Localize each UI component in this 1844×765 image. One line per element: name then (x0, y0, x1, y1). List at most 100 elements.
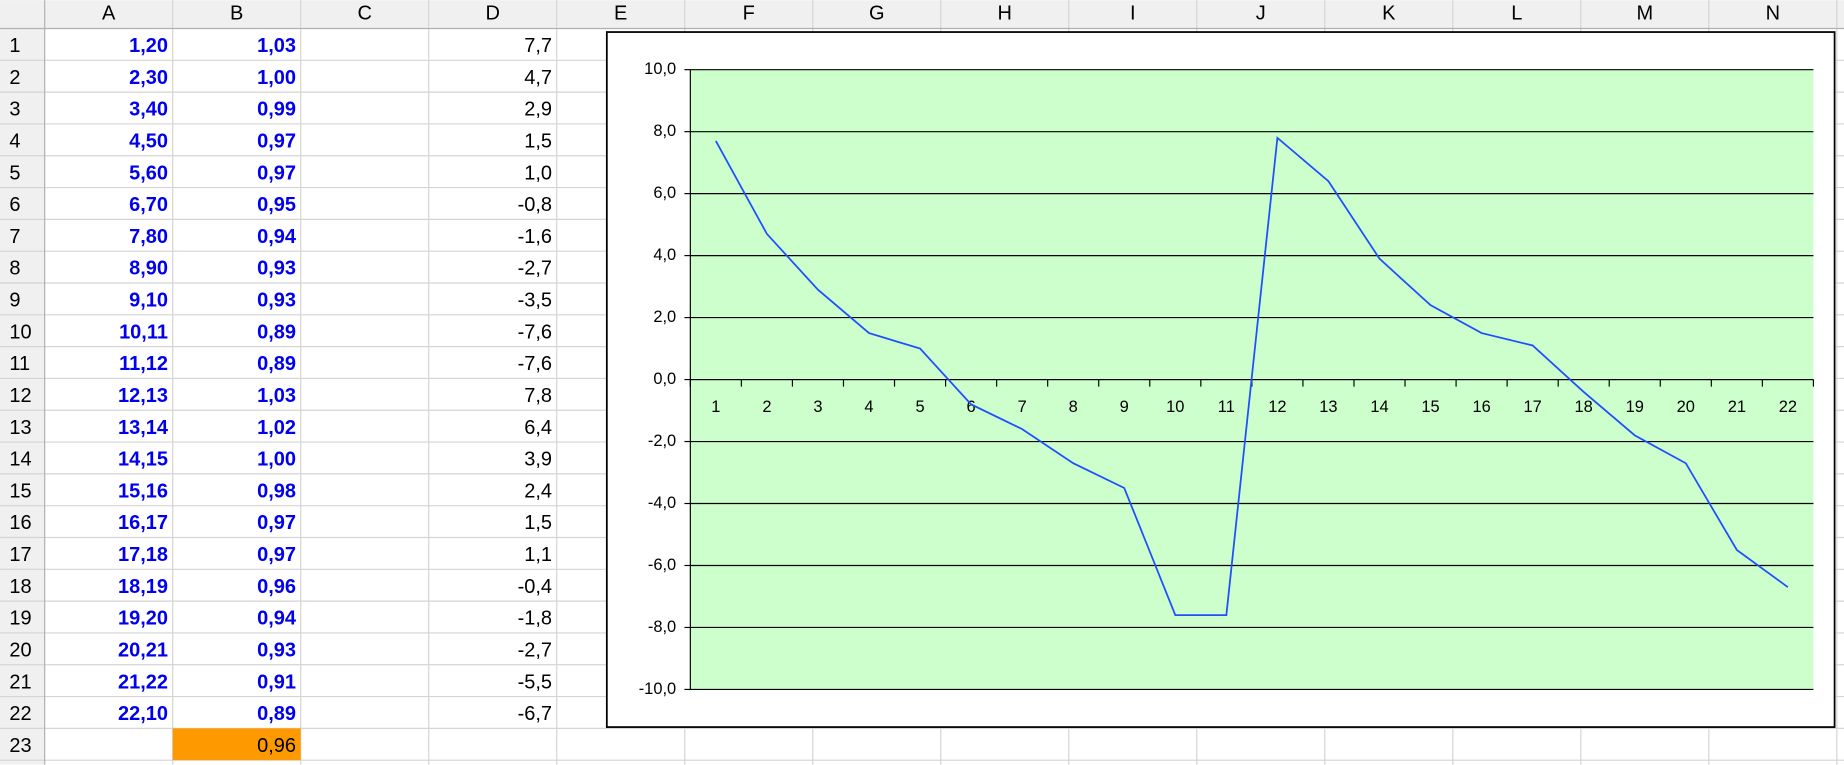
cell[interactable]: 4,50 (129, 130, 168, 152)
x-tick-label: 20 (1677, 398, 1695, 416)
cell[interactable]: 18,19 (118, 576, 168, 598)
cell[interactable]: 1,5 (524, 130, 552, 152)
cell[interactable]: -1,8 (518, 608, 552, 630)
cell[interactable]: 1,20 (129, 35, 168, 57)
cell[interactable]: 12,13 (118, 385, 168, 407)
column-header[interactable]: B (230, 3, 243, 25)
y-tick-label: -8,0 (648, 618, 676, 636)
cell[interactable]: 1,5 (524, 512, 552, 534)
cell[interactable]: 15,16 (118, 480, 168, 502)
cell[interactable]: 0,96 (257, 735, 296, 757)
row-number: 9 (9, 290, 20, 312)
cell[interactable]: 2,9 (524, 99, 552, 121)
y-tick-label: 6,0 (653, 184, 676, 202)
cell[interactable]: 0,93 (257, 258, 296, 280)
cell[interactable]: 1,00 (257, 449, 296, 471)
cell[interactable]: 0,89 (257, 353, 296, 375)
cell[interactable]: 11,12 (119, 353, 168, 375)
cell[interactable]: 19,20 (118, 608, 168, 630)
y-tick-label: 10,0 (644, 60, 676, 78)
cell[interactable]: 0,94 (257, 226, 296, 248)
cell[interactable]: 0,98 (257, 480, 296, 502)
column-header[interactable]: J (1256, 3, 1266, 25)
cell[interactable]: 2,4 (524, 480, 552, 502)
column-header[interactable]: N (1766, 3, 1780, 25)
x-tick-label: 9 (1120, 398, 1129, 416)
x-tick-label: 15 (1421, 398, 1439, 416)
header-bg (0, 0, 1844, 29)
column-header[interactable]: K (1382, 3, 1396, 25)
row-number: 12 (9, 385, 31, 407)
cell[interactable]: 3,9 (524, 449, 552, 471)
cell[interactable]: 16,17 (118, 512, 168, 534)
column-header[interactable]: M (1636, 3, 1653, 25)
cell[interactable]: 1,1 (524, 544, 552, 566)
cell[interactable]: 6,4 (524, 417, 552, 439)
x-tick-label: 6 (967, 398, 976, 416)
cell[interactable]: -3,5 (518, 290, 552, 312)
cell[interactable]: -2,7 (518, 258, 552, 280)
cell[interactable]: 14,15 (118, 449, 168, 471)
cell[interactable]: 5,60 (129, 162, 168, 184)
cell[interactable]: 1,00 (257, 67, 296, 89)
cell[interactable]: 1,0 (524, 162, 552, 184)
y-tick-label: -10,0 (639, 680, 677, 698)
cell[interactable]: -1,6 (518, 226, 552, 248)
cell[interactable]: 0,97 (257, 512, 296, 534)
cell[interactable]: 20,21 (118, 639, 168, 661)
row-number: 4 (9, 130, 20, 152)
x-tick-label: 5 (915, 398, 924, 416)
row-number: 22 (9, 703, 31, 725)
cell[interactable]: 8,90 (129, 258, 168, 280)
cell[interactable]: -7,6 (518, 353, 552, 375)
column-header[interactable]: F (743, 3, 755, 25)
cell[interactable]: 7,8 (524, 385, 552, 407)
x-tick-label: 3 (813, 398, 822, 416)
cell[interactable]: 21,22 (118, 671, 168, 693)
cell[interactable]: 0,97 (257, 162, 296, 184)
cell[interactable]: 0,95 (257, 194, 296, 216)
cell[interactable]: 0,89 (257, 703, 296, 725)
row-header-bg (0, 0, 45, 765)
column-header[interactable]: E (614, 3, 627, 25)
cell[interactable]: -7,6 (518, 321, 552, 343)
cell[interactable]: 9,10 (129, 290, 168, 312)
cell[interactable]: 22,10 (118, 703, 168, 725)
cell[interactable]: 7,7 (524, 35, 552, 57)
cell[interactable]: -0,4 (518, 576, 552, 598)
cell[interactable]: 0,97 (257, 130, 296, 152)
cell[interactable]: 0,93 (257, 639, 296, 661)
y-tick-label: 8,0 (653, 122, 676, 140)
cell[interactable]: 6,70 (129, 194, 168, 216)
cell[interactable]: 13,14 (118, 417, 168, 439)
cell[interactable]: 0,97 (257, 544, 296, 566)
column-header[interactable]: A (102, 3, 116, 25)
cell[interactable]: 0,94 (257, 608, 296, 630)
cell[interactable]: 1,03 (257, 385, 296, 407)
y-tick-label: 0,0 (653, 370, 676, 388)
cell[interactable]: 1,03 (257, 35, 296, 57)
cell[interactable]: -2,7 (518, 639, 552, 661)
column-header[interactable]: I (1130, 3, 1136, 25)
cell[interactable]: 4,7 (524, 67, 552, 89)
cell[interactable]: 0,93 (257, 290, 296, 312)
cell[interactable]: 0,99 (257, 99, 296, 121)
cell[interactable]: 0,89 (257, 321, 296, 343)
cell[interactable]: -6,7 (518, 703, 552, 725)
cell[interactable]: 7,80 (129, 226, 168, 248)
column-header[interactable]: H (998, 3, 1012, 25)
column-header[interactable]: D (486, 3, 500, 25)
column-header[interactable]: C (357, 3, 371, 25)
cell[interactable]: 1,02 (257, 417, 296, 439)
cell[interactable]: -5,5 (518, 671, 552, 693)
cell[interactable]: 0,96 (257, 576, 296, 598)
cell[interactable]: 0,91 (257, 671, 296, 693)
cell[interactable]: -0,8 (518, 194, 552, 216)
cell[interactable]: 10,11 (119, 321, 168, 343)
cell[interactable]: 17,18 (118, 544, 168, 566)
cell[interactable]: 2,30 (129, 67, 168, 89)
cell[interactable]: 3,40 (129, 99, 168, 121)
column-header[interactable]: G (869, 3, 885, 25)
column-header[interactable]: L (1511, 3, 1522, 25)
